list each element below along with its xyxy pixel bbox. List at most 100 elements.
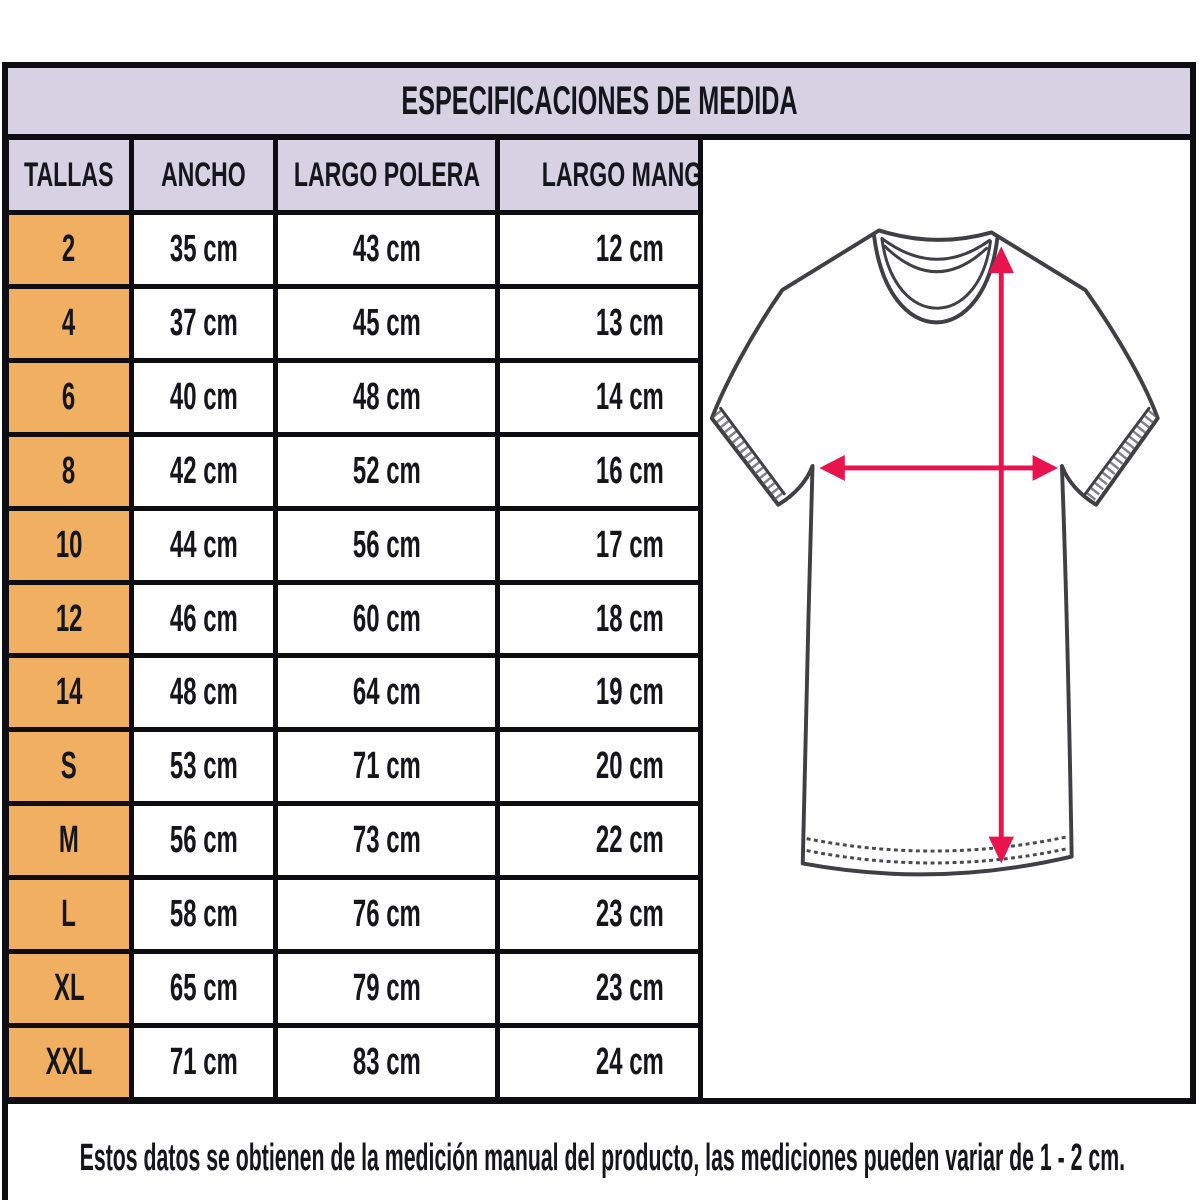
- header-label: ANCHO: [161, 155, 246, 194]
- size-label-cell: S: [9, 732, 129, 802]
- tshirt-diagram: [709, 228, 1160, 877]
- cell-text: 43 cm: [352, 227, 421, 270]
- measure-value-cell: 52 cm: [278, 436, 495, 506]
- cell-text: 37 cm: [169, 301, 238, 344]
- cell-text: 23 cm: [596, 967, 665, 1010]
- header-largo-polera: LARGO POLERA: [278, 140, 495, 210]
- cell-text: 13 cm: [596, 301, 665, 344]
- left-cuff-stitching: [711, 409, 785, 503]
- cell-text: 46 cm: [169, 597, 238, 640]
- cell-text: 8: [62, 449, 76, 492]
- measure-value-cell: 58 cm: [134, 880, 273, 950]
- size-label-cell: XXL: [9, 1028, 129, 1097]
- tshirt-outline: [709, 228, 1160, 877]
- measure-value-cell: 71 cm: [134, 1028, 273, 1097]
- cell-text: 71 cm: [169, 1041, 238, 1084]
- cell-text: 2: [62, 227, 76, 270]
- hem-stitching: [806, 835, 1069, 865]
- header-ancho: ANCHO: [134, 140, 273, 210]
- measure-value-cell: 56 cm: [278, 510, 495, 580]
- page-title: ESPECIFICACIONES DE MEDIDA: [400, 78, 798, 123]
- cell-text: 35 cm: [169, 227, 238, 270]
- measure-value-cell: 64 cm: [278, 658, 495, 728]
- cell-text: M: [59, 819, 79, 862]
- cell-text: 12: [55, 597, 83, 640]
- cell-text: XL: [53, 967, 85, 1010]
- cell-text: 19 cm: [596, 671, 665, 714]
- cell-text: 4: [62, 301, 76, 344]
- cell-text: 48 cm: [169, 671, 238, 714]
- cell-text: 17 cm: [596, 523, 665, 566]
- header-label: LARGO POLERA: [293, 155, 480, 194]
- measure-value-cell: 46 cm: [134, 584, 273, 654]
- cell-text: 60 cm: [352, 597, 421, 640]
- right-cuff-seam: [1083, 406, 1151, 496]
- cell-text: 58 cm: [169, 893, 238, 936]
- measure-value-cell: 73 cm: [278, 806, 495, 876]
- size-label-cell: 6: [9, 362, 129, 432]
- cell-text: 23 cm: [596, 893, 665, 936]
- measure-value-cell: 44 cm: [134, 510, 273, 580]
- size-label-cell: 10: [9, 510, 129, 580]
- cell-text: 64 cm: [352, 671, 421, 714]
- measure-value-cell: 56 cm: [134, 806, 273, 876]
- size-label-cell: 14: [9, 658, 129, 728]
- measure-value-cell: 60 cm: [278, 584, 495, 654]
- cell-text: 79 cm: [352, 967, 421, 1010]
- measure-value-cell: 76 cm: [278, 880, 495, 950]
- cell-text: 73 cm: [352, 819, 421, 862]
- cell-text: 42 cm: [169, 449, 238, 492]
- cell-text: 44 cm: [169, 523, 238, 566]
- cell-text: 20 cm: [596, 745, 665, 788]
- collar-back-rib: [880, 236, 991, 274]
- left-cuff-seam: [719, 406, 786, 496]
- collar-front-outer: [872, 234, 1000, 325]
- measure-value-cell: 71 cm: [278, 732, 495, 802]
- cell-text: L: [61, 893, 77, 936]
- cell-text: 18 cm: [596, 597, 665, 640]
- size-label-cell: 2: [9, 215, 129, 284]
- cell-text: 71 cm: [352, 745, 421, 788]
- note-text: Estos datos se obtienen de la medición m…: [79, 1136, 1125, 1179]
- title-bar: ESPECIFICACIONES DE MEDIDA: [2, 62, 1196, 140]
- length-arrow: [988, 246, 1014, 864]
- size-label-cell: XL: [9, 954, 129, 1024]
- measure-value-cell: 43 cm: [278, 215, 495, 284]
- cell-text: 10: [55, 523, 83, 566]
- cell-text: 53 cm: [169, 745, 238, 788]
- cell-text: 16 cm: [596, 449, 665, 492]
- width-arrow: [819, 455, 1058, 481]
- measure-value-cell: 48 cm: [134, 658, 273, 728]
- shirt-diagram-panel: [698, 140, 1196, 1104]
- measure-value-cell: 79 cm: [278, 954, 495, 1024]
- size-label-cell: 8: [9, 436, 129, 506]
- cell-text: 56 cm: [169, 819, 238, 862]
- cell-text: 52 cm: [352, 449, 421, 492]
- measure-value-cell: 45 cm: [278, 288, 495, 358]
- size-label-cell: M: [9, 806, 129, 876]
- cell-text: 24 cm: [596, 1041, 665, 1084]
- collar-front-inner: [880, 237, 992, 310]
- measure-value-cell: 83 cm: [278, 1028, 495, 1097]
- size-label-cell: 4: [9, 288, 129, 358]
- cell-text: XXL: [45, 1041, 93, 1084]
- cell-text: 45 cm: [352, 301, 421, 344]
- header-label: LARGO MANGA: [541, 155, 719, 194]
- cell-text: 40 cm: [169, 375, 238, 418]
- size-label-cell: L: [9, 880, 129, 950]
- measure-value-cell: 65 cm: [134, 954, 273, 1024]
- cell-text: 48 cm: [352, 375, 421, 418]
- cell-text: 83 cm: [352, 1041, 421, 1084]
- measure-value-cell: 48 cm: [278, 362, 495, 432]
- cell-text: 76 cm: [352, 893, 421, 936]
- size-label-cell: 12: [9, 584, 129, 654]
- header-label: TALLAS: [24, 155, 114, 194]
- cell-text: 22 cm: [596, 819, 665, 862]
- cell-text: 6: [62, 375, 76, 418]
- measure-value-cell: 42 cm: [134, 436, 273, 506]
- right-cuff-stitching: [1085, 409, 1159, 503]
- cell-text: 12 cm: [596, 227, 665, 270]
- header-tallas: TALLAS: [9, 140, 129, 210]
